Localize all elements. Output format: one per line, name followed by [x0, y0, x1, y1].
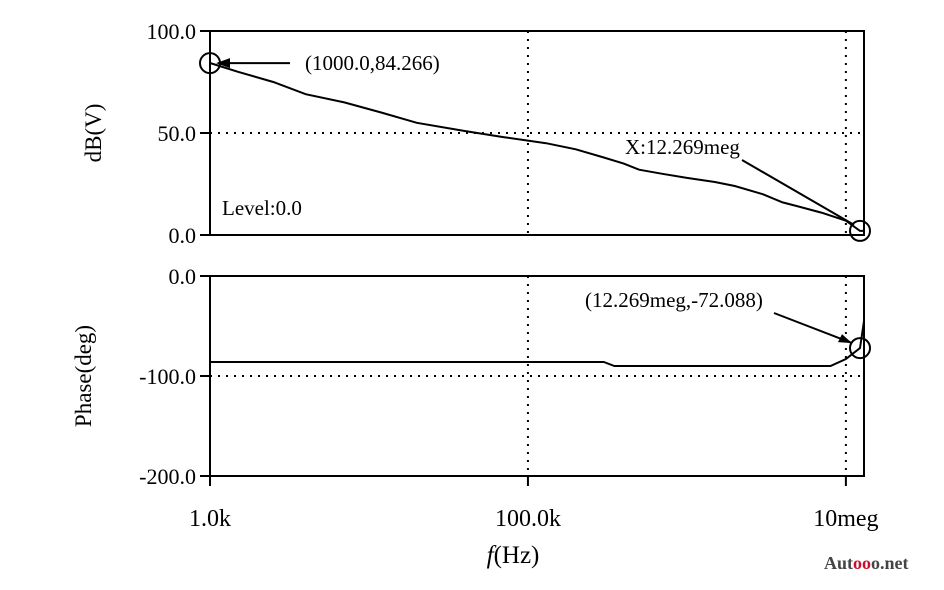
phase-y-tick-label: -100.0 [139, 364, 196, 389]
mag-series-line [209, 62, 864, 232]
annotation-label-3: (12.269meg,-72.088) [585, 288, 763, 312]
annotation-arrow-3 [773, 312, 853, 345]
phase-y-axis-label: Phase(deg) [71, 325, 96, 427]
mag-y-axis-label: dB(V) [81, 104, 106, 163]
watermark-highlight: oo [853, 553, 872, 573]
phase-plot-frame [209, 275, 865, 477]
mag-y-tick-label: 50.0 [158, 121, 197, 146]
phase-panel: 0.0 -100.0 -200.0 Phase(deg) (12.269meg,-72.… [71, 264, 872, 489]
mag-y-tick-label: 100.0 [147, 19, 197, 44]
mag-y-tick-label: 0.0 [169, 223, 197, 248]
watermark: Autooo.net [824, 553, 909, 574]
magnitude-panel: 100.0 50.0 0.0 dB(V) (1000.0,84.266) X:12.269… [81, 19, 872, 248]
annotation-arrowhead-3 [838, 334, 853, 344]
watermark-prefix: Aut [824, 553, 854, 573]
cursor-marker-2 [849, 219, 872, 242]
cursor-marker-3 [849, 337, 872, 360]
x-tick-label: 100.0k [495, 506, 561, 532]
phase-y-tick-label: 0.0 [169, 264, 197, 289]
x-tick-label: 10meg [813, 506, 878, 532]
x-axis-label: f(Hz) [487, 542, 540, 569]
x-axis-label-symbol: f [487, 542, 497, 569]
x-axis: 1.0k 100.0k 10meg f(Hz) [189, 476, 879, 569]
phase-y-tick-label: -200.0 [139, 464, 196, 489]
level-label: Level:0.0 [222, 196, 302, 220]
annotation-label-2: X:12.269meg [625, 135, 740, 159]
x-tick-label: 1.0k [189, 506, 231, 532]
watermark-suffix: o.net [871, 553, 909, 573]
annotation-arrowhead-1 [216, 58, 230, 69]
annotation-arrow-2 [741, 159, 855, 226]
x-axis-label-unit: (Hz) [494, 542, 540, 569]
phase-series-line [210, 320, 865, 367]
annotation-label-1: (1000.0,84.266) [305, 51, 440, 75]
